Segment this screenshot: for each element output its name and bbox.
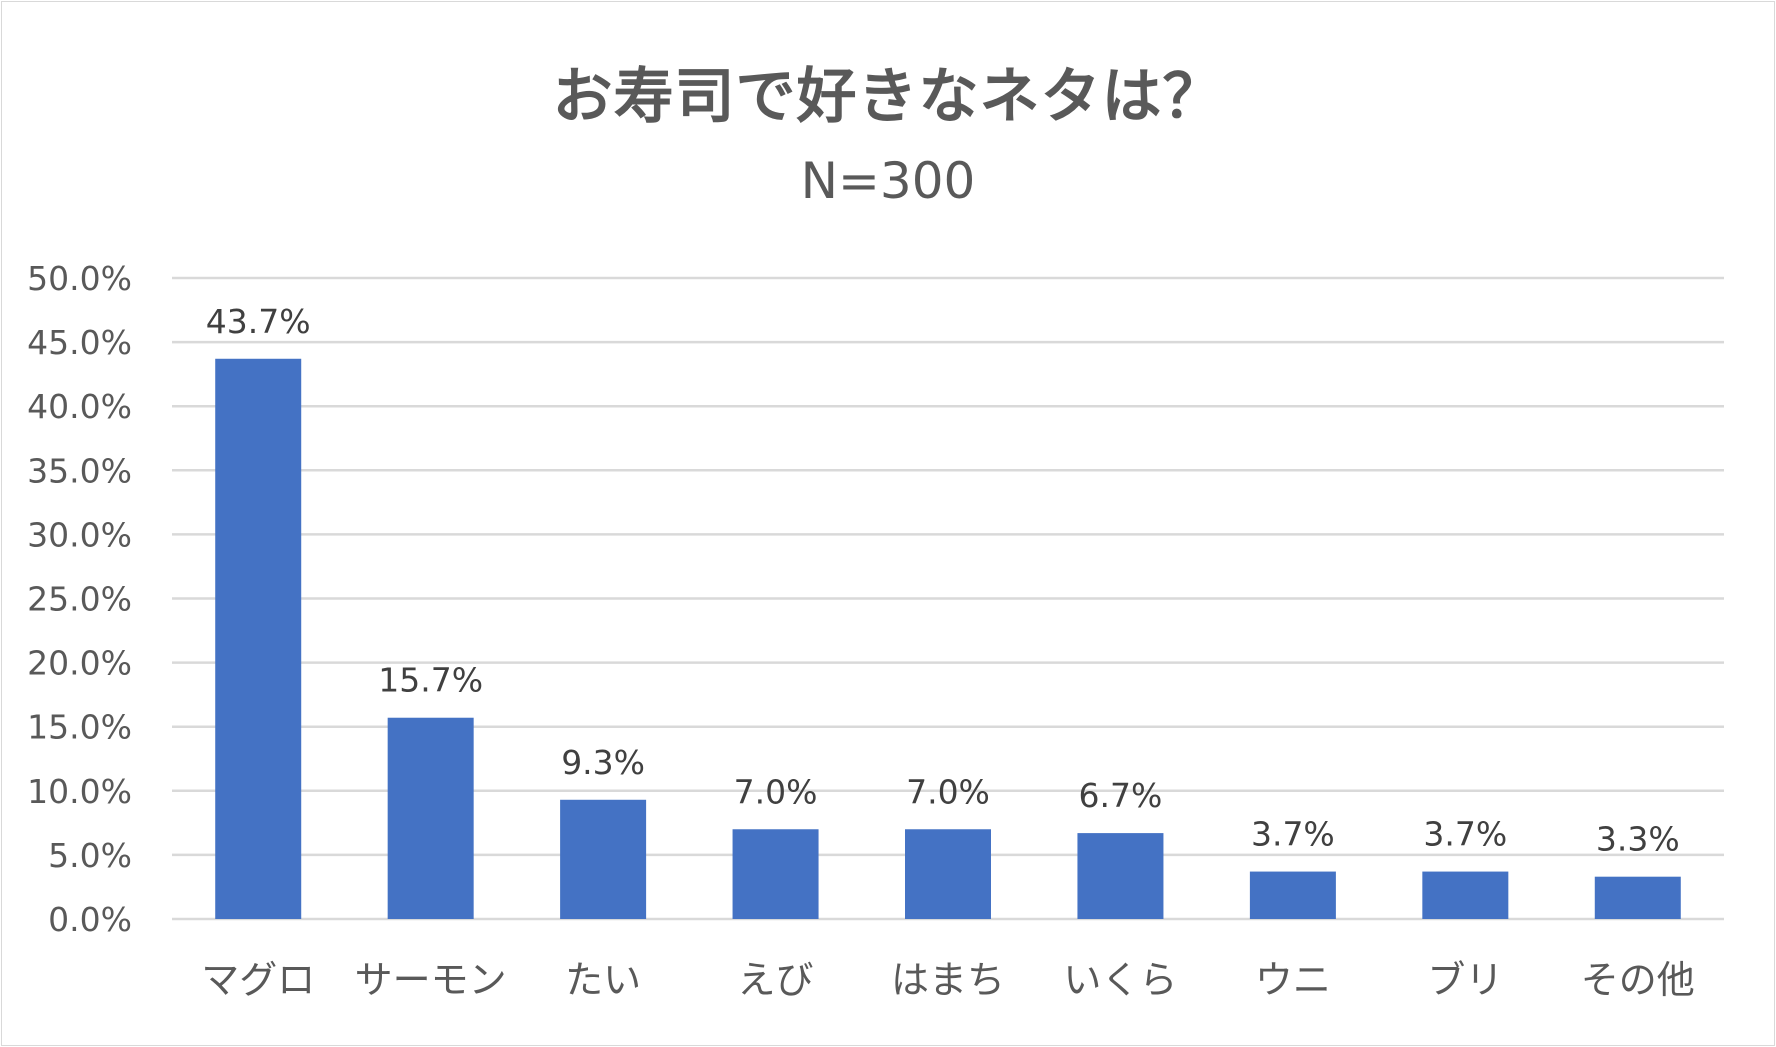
data-label: 3.3% xyxy=(1596,820,1680,859)
data-label: 7.0% xyxy=(734,772,818,811)
y-tick-label: 35.0% xyxy=(27,451,132,490)
data-label: 6.7% xyxy=(1079,776,1163,815)
y-tick-label: 20.0% xyxy=(27,644,132,683)
x-tick-label: えび xyxy=(738,958,814,1002)
chart-subtitle: N=300 xyxy=(800,152,976,210)
bar xyxy=(905,829,991,919)
x-tick-label: マグロ xyxy=(201,958,315,1002)
bar xyxy=(1594,876,1681,919)
bar xyxy=(732,829,819,919)
y-tick-label: 5.0% xyxy=(48,836,132,875)
x-tick-label: サーモン xyxy=(355,958,507,1002)
y-tick-label: 25.0% xyxy=(27,580,132,619)
x-tick-label: たい xyxy=(565,958,641,1002)
bar xyxy=(1077,833,1164,919)
y-tick-label: 45.0% xyxy=(27,323,132,362)
bar xyxy=(1249,871,1336,919)
data-label: 15.7% xyxy=(378,661,483,700)
bar xyxy=(560,799,647,919)
data-label: 43.7% xyxy=(206,302,311,341)
y-tick-label: 40.0% xyxy=(27,387,132,426)
y-tick-label: 50.0% xyxy=(27,259,132,298)
data-labels: 43.7% 15.7% 9.3% 7.0% 7.0% 6.7% 3.7% 3.7% 3.3% xyxy=(206,302,1680,859)
data-label: 9.3% xyxy=(561,743,645,782)
x-tick-label: ブリ xyxy=(1427,958,1503,1002)
x-tick-label: はまち xyxy=(891,958,1005,1002)
data-label: 3.7% xyxy=(1251,815,1335,854)
bar xyxy=(215,358,302,919)
x-tick-label: いくら xyxy=(1063,958,1177,1002)
bar xyxy=(387,717,474,919)
y-tick-label: 15.0% xyxy=(27,708,132,747)
x-tick-label: ウニ xyxy=(1255,958,1331,1002)
data-label: 7.0% xyxy=(906,772,990,811)
x-tick-label: その他 xyxy=(1581,958,1695,1002)
x-axis-ticks: マグロ サーモン たい えび はまち いくら ウニ ブリ その他 xyxy=(201,958,1695,1002)
y-axis-ticks: 0.0% 5.0% 10.0% 15.0% 20.0% 25.0% 30.0% 35.0% 40… xyxy=(27,259,132,939)
bar xyxy=(1422,871,1509,919)
bars xyxy=(215,358,1681,919)
chart-title: お寿司で好きなネタは？ xyxy=(552,62,1224,132)
y-tick-label: 0.0% xyxy=(48,900,132,939)
y-tick-label: 30.0% xyxy=(27,515,132,554)
y-tick-label: 10.0% xyxy=(27,772,132,811)
data-label: 3.7% xyxy=(1423,815,1507,854)
